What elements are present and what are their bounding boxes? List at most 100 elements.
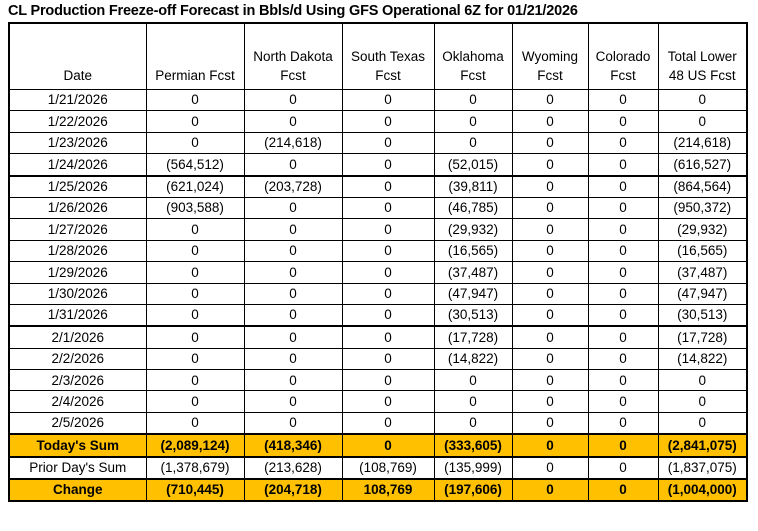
forecast-row: 2/1/2026 0 0 0 (17,728) 0 0 (17,728) [8,325,748,349]
summary-value-cell: (2,089,124) [145,433,245,458]
forecast-value-cell: 0 [341,196,435,220]
summary-value-cell: (204,718) [243,478,343,503]
forecast-value-cell: 0 [145,303,245,328]
forecast-value-cell: 0 [511,239,589,263]
forecast-row: 1/27/2026 0 0 0 (29,932) 0 0 (29,932) [8,218,748,241]
forecast-value-cell: 0 [511,390,589,413]
forecast-value-cell: 0 [341,347,435,371]
forecast-value-cell: 0 [587,303,659,328]
forecast-value-cell: 0 [145,282,245,305]
forecast-value-cell: 0 [433,110,513,133]
summary-label: Change [8,478,147,503]
forecast-row: 1/26/2026 (903,588) 0 0 (46,785) 0 0 (950,372) [8,196,748,220]
forecast-value-cell: 0 [243,261,343,284]
forecast-value-cell: 0 [511,153,589,177]
forecast-value-cell: 0 [341,175,435,198]
forecast-value-cell: 0 [587,153,659,177]
forecast-value-cell: 0 [243,282,343,305]
forecast-value-cell: 0 [341,218,435,241]
date-cell: 1/27/2026 [8,218,147,241]
date-cell: 2/3/2026 [8,369,147,392]
forecast-value-cell: 0 [587,347,659,371]
forecast-value-cell: 0 [243,88,343,112]
forecast-value-cell: 0 [145,218,245,241]
forecast-value-cell: (864,564) [657,175,748,198]
forecast-value-cell: 0 [243,390,343,413]
forecast-value-cell: 0 [657,110,748,133]
forecast-value-cell: 0 [587,175,659,198]
forecast-value-cell: 0 [341,131,435,155]
col-header-south-texas: South Texas Fcst [341,22,435,90]
date-cell: 1/22/2026 [8,110,147,133]
date-cell: 2/2/2026 [8,347,147,371]
forecast-value-cell: 0 [243,347,343,371]
forecast-value-cell: (46,785) [433,196,513,220]
forecast-value-cell: 0 [511,411,589,436]
forecast-value-cell: 0 [243,153,343,177]
forecast-value-cell: 0 [511,110,589,133]
forecast-value-cell: 0 [243,196,343,220]
forecast-row: 1/24/2026 (564,512) 0 0 (52,015) 0 0 (616,527) [8,153,748,177]
forecast-value-cell: 0 [341,369,435,392]
forecast-value-cell: 0 [511,347,589,371]
forecast-value-cell: 0 [511,196,589,220]
summary-value-cell: (108,769) [341,455,435,481]
forecast-value-cell: (30,513) [657,303,748,328]
summary-value-cell: 0 [587,455,659,481]
forecast-value-cell: (621,024) [145,175,245,198]
summary-row: Change (710,445) (204,718) 108,769 (197,606)… [8,478,748,503]
summary-label: Today's Sum [8,433,147,458]
forecast-value-cell: 0 [587,131,659,155]
summary-value-cell: (1,837,075) [657,455,748,481]
forecast-value-cell: (52,015) [433,153,513,177]
forecast-value-cell: 0 [511,218,589,241]
date-cell: 1/24/2026 [8,153,147,177]
forecast-row: 2/5/2026 0 0 0 0 0 0 0 [8,411,748,436]
date-cell: 2/1/2026 [8,325,147,349]
forecast-row: 1/30/2026 0 0 0 (47,947) 0 0 (47,947) [8,282,748,305]
summary-value-cell: 0 [511,455,589,481]
forecast-value-cell: 0 [587,411,659,436]
summary-value-cell: (213,628) [243,455,343,481]
forecast-value-cell: 0 [587,110,659,133]
forecast-row: 1/25/2026 (621,024) (203,728) 0 (39,811) 0 0 (8… [8,175,748,198]
forecast-value-cell: 0 [145,347,245,371]
col-header-total-lower-48: Total Lower 48 US Fcst [657,22,748,90]
forecast-value-cell: 0 [243,303,343,328]
summary-value-cell: (197,606) [433,478,513,503]
forecast-value-cell: (16,565) [657,239,748,263]
forecast-value-cell: 0 [243,411,343,436]
summary-row: Today's Sum (2,089,124) (418,346) 0 (333,605… [8,433,748,458]
forecast-value-cell: 0 [433,88,513,112]
forecast-row: 2/2/2026 0 0 0 (14,822) 0 0 (14,822) [8,347,748,371]
forecast-value-cell: 0 [341,411,435,436]
forecast-value-cell: (564,512) [145,153,245,177]
report-page: CL Production Freeze-off Forecast in Bbl… [8,3,748,503]
forecast-value-cell: (37,487) [657,261,748,284]
summary-value-cell: 0 [587,478,659,503]
forecast-value-cell: 0 [587,390,659,413]
forecast-value-cell: 0 [145,390,245,413]
summary-value-cell: (418,346) [243,433,343,458]
forecast-value-cell: (29,932) [657,218,748,241]
date-cell: 1/25/2026 [8,175,147,198]
forecast-value-cell: 0 [587,369,659,392]
forecast-value-cell: 0 [657,411,748,436]
date-cell: 1/28/2026 [8,239,147,263]
forecast-value-cell: (17,728) [657,325,748,349]
summary-value-cell: (333,605) [433,433,513,458]
forecast-value-cell: 0 [341,261,435,284]
date-cell: 1/26/2026 [8,196,147,220]
forecast-value-cell: 0 [657,390,748,413]
date-cell: 1/30/2026 [8,282,147,305]
forecast-value-cell: 0 [243,369,343,392]
forecast-value-cell: 0 [511,325,589,349]
forecast-value-cell: 0 [243,239,343,263]
forecast-value-cell: 0 [145,411,245,436]
forecast-value-cell: 0 [657,369,748,392]
forecast-value-cell: (14,822) [433,347,513,371]
summary-value-cell: 0 [587,433,659,458]
forecast-row: 1/21/2026 0 0 0 0 0 0 0 [8,88,748,112]
forecast-value-cell: 0 [587,239,659,263]
date-cell: 2/4/2026 [8,390,147,413]
